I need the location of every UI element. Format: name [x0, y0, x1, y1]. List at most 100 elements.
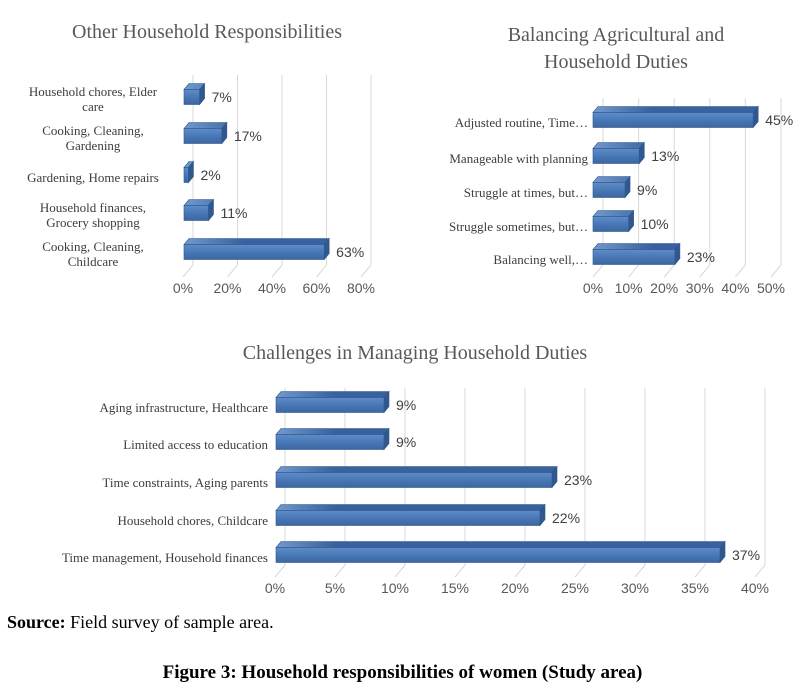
category-label: Manageable with planning [449, 150, 588, 166]
floor-gridline [754, 564, 766, 578]
bar-value-label: 2% [200, 167, 221, 183]
floor-gridline [663, 264, 675, 278]
bar-value-label: 11% [220, 205, 248, 221]
bar-value-label: 45% [765, 112, 794, 128]
category-label: Time management, Household finances [61, 549, 268, 565]
bar-top-face [592, 243, 681, 250]
bar-top-face [275, 466, 558, 473]
floor-gridline [454, 564, 466, 578]
bar-value-label: 23% [564, 472, 593, 488]
bar-value-label: 17% [233, 128, 262, 144]
figure-caption: Figure 3: Household responsibilities of … [162, 662, 643, 683]
x-axis-tick-label: 10% [614, 280, 643, 296]
bar-value-label: 63% [336, 244, 365, 260]
category-label: Cooking, Cleaning, Gardening [42, 123, 144, 153]
bar-top-face [275, 541, 726, 548]
category-label: Limited access to education [123, 436, 268, 452]
category-label: Gardening, Home repairs [27, 169, 159, 185]
x-axis-tick-label: 20% [213, 280, 242, 296]
bar-top-face [592, 142, 645, 149]
bar-value-label: 9% [637, 182, 658, 198]
floor-gridline [699, 264, 711, 278]
chart-title-challenges: Challenges in Managing Household Duties [242, 342, 588, 364]
floor-gridline [574, 564, 586, 578]
bar [183, 89, 200, 105]
bar [183, 167, 189, 183]
floor-gridline [592, 264, 604, 278]
floor-gridline [694, 564, 706, 578]
bar-top-face [275, 391, 390, 398]
floor-gridline [628, 264, 639, 278]
bar-top-face [183, 122, 228, 129]
x-axis-tick-label: 40% [257, 280, 287, 296]
bar [275, 397, 385, 413]
floor-gridline [334, 564, 346, 578]
bar [183, 244, 325, 260]
x-axis-tick-label: 40% [721, 280, 750, 296]
bar-top-face [183, 238, 330, 245]
x-axis-tick-label: 0% [582, 280, 604, 296]
x-axis-tick-label: 20% [500, 580, 530, 596]
bar-top-face [592, 106, 759, 113]
category-label: Household chores, Childcare [117, 512, 268, 528]
source-label: Source: [7, 612, 66, 632]
bar [592, 249, 676, 265]
bar-value-label: 10% [640, 216, 669, 232]
x-axis-tick-label: 0% [172, 280, 194, 296]
bar [592, 148, 640, 164]
x-axis-tick-label: 30% [685, 280, 714, 296]
bar-value-label: 13% [651, 148, 680, 164]
bar-top-face [275, 428, 390, 435]
x-axis-tick-label: 10% [380, 580, 410, 596]
x-axis-tick-label: 15% [440, 580, 470, 596]
bar-value-label: 37% [732, 547, 761, 563]
x-axis-tick-label: 50% [756, 280, 786, 296]
chart-title-balancing-line1: Balancing Agricultural and [507, 24, 725, 46]
floor-gridline [271, 264, 283, 278]
bar-value-label: 9% [396, 397, 417, 413]
bar [275, 547, 721, 563]
bar [275, 434, 385, 450]
floor-gridline [316, 264, 327, 278]
bar [592, 182, 626, 198]
floor-gridline [227, 264, 238, 278]
source-text: Field survey of sample area. [70, 612, 274, 632]
category-label: Time constraints, Aging parents [102, 474, 268, 490]
category-label: Cooking, Cleaning, Childcare [42, 239, 144, 269]
floor-gridline [394, 564, 406, 578]
floor-gridline [182, 264, 194, 278]
bar-value-label: 7% [211, 89, 232, 105]
x-axis-tick-label: 80% [346, 280, 376, 296]
bar [275, 472, 553, 488]
x-axis-tick-label: 0% [264, 580, 286, 596]
floor-gridline [274, 564, 286, 578]
floor-gridline [770, 264, 782, 278]
chart-title-balancing-line2: Household Duties [544, 51, 688, 73]
floor-gridline [514, 564, 526, 578]
category-label: Balancing well,… [493, 251, 588, 267]
category-label: Struggle sometimes, but… [448, 218, 588, 234]
x-axis-tick-label: 5% [324, 580, 346, 596]
bar [592, 216, 629, 232]
x-axis-tick-label: 30% [620, 580, 650, 596]
x-axis-tick-label: 40% [740, 580, 770, 596]
bar [592, 112, 754, 128]
category-label: Adjusted routine, Time… [454, 114, 588, 130]
category-label: Aging infrastructure, Healthcare [99, 399, 268, 415]
floor-gridline [360, 264, 372, 278]
bar-value-label: 9% [396, 434, 417, 450]
bar [183, 128, 223, 144]
category-label: Household chores, Elder care [28, 84, 158, 114]
bar-top-face [275, 504, 546, 511]
x-axis-tick-label: 20% [650, 280, 679, 296]
bar-top-face [592, 176, 631, 183]
source-note: Source: Field survey of sample area. [7, 612, 274, 633]
x-axis-tick-label: 60% [302, 280, 331, 296]
category-label: Struggle at times, but… [463, 184, 588, 200]
bar [183, 205, 209, 221]
bar-value-label: 23% [686, 249, 715, 265]
floor-gridline [735, 264, 746, 278]
bar-top-face [592, 210, 635, 217]
